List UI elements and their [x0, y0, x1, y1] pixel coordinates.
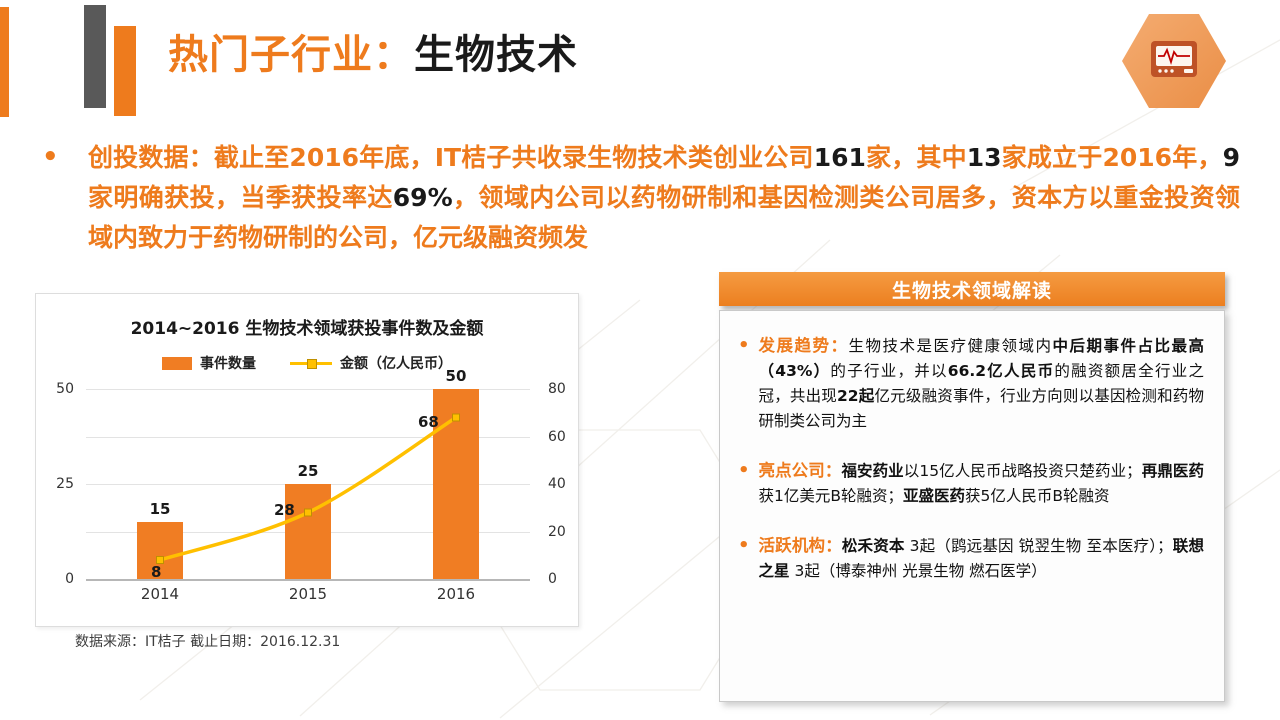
legend-item-events: 事件数量 — [162, 353, 256, 373]
chart-card: 2014~2016 生物技术领域获投事件数及金额 事件数量 金额（亿人民币） 5… — [35, 293, 579, 627]
y-right-tick: 80 — [548, 381, 566, 397]
bar-value-label: 15 — [149, 500, 171, 518]
text-run: 创投数据： — [88, 143, 214, 172]
text-run: 的融资额居全行业之冠，共出现 — [758, 362, 1204, 405]
panel-item-text: 亮点公司：福安药业以15亿人民币战略投资只楚药业；再鼎医药获1亿美元B轮融资；亚… — [759, 458, 1204, 509]
text-run: 生物技术是医疗健康领域内 — [848, 337, 1053, 355]
bullet-dot: • — [738, 460, 750, 481]
x-axis-label: 2016 — [436, 585, 476, 603]
text-run: 亚盛医药 — [903, 487, 966, 505]
text-run: 家成立于2016年， — [1001, 143, 1223, 172]
bullet-dot: • — [738, 535, 750, 556]
page-title: 热门子行业：生物技术 — [168, 22, 578, 80]
chart-legend: 事件数量 金额（亿人民币） — [36, 353, 578, 373]
ecg-monitor-icon — [1122, 14, 1226, 108]
panel-item-trend: • 发展趋势：生物技术是医疗健康领域内中后期事件占比最高（43%）的子行业，并以… — [738, 333, 1204, 434]
text-run: 联想之星 — [758, 537, 1204, 580]
line-value-label: 68 — [418, 412, 439, 431]
y-axis-left: 50 25 0 — [42, 381, 78, 587]
panel-header: 生物技术领域解读 — [719, 272, 1225, 306]
line-marker-swatch — [307, 358, 317, 369]
logo-bar-dark — [84, 5, 106, 108]
plot-area: 15 25 50 8 28 68 — [86, 367, 530, 581]
text-run: 3起（博泰神州 光景生物 燃石医学） — [789, 562, 1047, 580]
text-run: 13 — [966, 143, 1002, 172]
text-run: 161 — [813, 143, 866, 172]
bullet-dot: • — [738, 335, 750, 356]
text-run: 66.2亿人民币 — [947, 362, 1055, 380]
intro-bullet-dot: • — [42, 142, 59, 172]
line-value-label: 28 — [274, 500, 295, 519]
y-left-tick: 0 — [65, 571, 74, 587]
line-series-swatch — [290, 358, 332, 369]
y-right-tick: 20 — [548, 523, 566, 540]
title-main: 生物技术 — [414, 32, 578, 78]
intro-text: 创投数据：截止至2016年底，IT桔子共收录生物技术类创业公司161家，其中13… — [88, 138, 1240, 258]
chart-body: 50 25 0 15 25 50 — [36, 367, 578, 621]
x-axis-label: 2014 — [140, 585, 180, 603]
text-run: 亿元级融资事件，行业方向则以基因检测和药物研制类公司为主 — [758, 387, 1204, 430]
panel-header-title: 生物技术领域解读 — [891, 279, 1052, 302]
bar-value-label: 50 — [445, 367, 467, 385]
y-right-tick: 0 — [548, 571, 557, 587]
panel-item-text: 发展趋势：生物技术是医疗健康领域内中后期事件占比最高（43%）的子行业，并以66… — [759, 333, 1204, 434]
left-accent-bar — [0, 7, 9, 117]
text-run: 松禾资本 — [841, 537, 905, 555]
line-value-label: 8 — [151, 563, 162, 581]
panel-item-investors: • 活跃机构：松禾资本 3起（鹍远基因 锐翌生物 至本医疗）；联想之星 3起（博… — [738, 533, 1204, 584]
text-run: 中后期事件占比最高（43%） — [758, 337, 1204, 380]
panel-item-text: 活跃机构：松禾资本 3起（鹍远基因 锐翌生物 至本医疗）；联想之星 3起（博泰神… — [759, 533, 1204, 584]
gridline — [86, 389, 530, 390]
text-run: 以15亿人民币战略投资只楚药业； — [903, 462, 1142, 480]
text-run: 9 — [1222, 143, 1240, 172]
text-run: 获1亿美元B轮融资； — [758, 487, 904, 505]
y-left-tick: 25 — [56, 476, 74, 492]
bar-series-swatch — [162, 356, 192, 370]
gridline — [86, 436, 530, 438]
legend-item-amount: 金额（亿人民币） — [290, 353, 452, 373]
chart-source: 数据来源：IT桔子 截止日期：2016.12.31 — [75, 634, 341, 650]
text-run: 22起 — [837, 387, 875, 405]
text-run: 截止至2016年底，IT桔子共收录生物技术类创业公司 — [213, 143, 814, 172]
panel-item-companies: • 亮点公司：福安药业以15亿人民币战略投资只楚药业；再鼎医药获1亿美元B轮融资… — [738, 458, 1204, 509]
text-run: 活跃机构： — [758, 536, 842, 555]
y-right-tick: 60 — [548, 428, 566, 445]
text-run: 69% — [392, 183, 453, 212]
logo-bar-orange — [114, 26, 136, 116]
text-run: 福安药业 — [841, 462, 904, 480]
x-axis-label: 2015 — [288, 585, 328, 603]
text-run: 获5亿人民币B轮融资 — [965, 487, 1110, 505]
y-left-tick: 50 — [56, 381, 74, 397]
chart-title: 2014~2016 生物技术领域获投事件数及金额 — [130, 319, 484, 339]
bar-2014: 15 — [137, 500, 183, 579]
bar-value-label: 25 — [297, 462, 319, 480]
text-run: 3起（鹍远基因 锐翌生物 至本医疗）； — [904, 537, 1173, 555]
panel-body: • 发展趋势：生物技术是医疗健康领域内中后期事件占比最高（43%）的子行业，并以… — [719, 310, 1225, 702]
x-axis: 2014 2015 2016 — [86, 585, 530, 603]
text-run: 发展趋势： — [758, 336, 849, 355]
text-run: 家明确获投，当季获投率达 — [88, 183, 393, 212]
legend-label-amount: 金额（亿人民币） — [340, 356, 452, 372]
bar-2015: 25 — [285, 462, 331, 579]
text-run: 家，其中 — [865, 143, 967, 172]
text-run: 再鼎医药 — [1141, 462, 1204, 480]
amount-line — [156, 413, 460, 564]
text-run: 的子行业，并以 — [830, 362, 948, 380]
text-run: ，领域内公司以药物研制和基因检测类公司居多，资本方以重金投资领域内致力于药物研制… — [88, 183, 1240, 252]
legend-label-events: 事件数量 — [200, 356, 256, 372]
title-prefix: 热门子行业： — [168, 32, 414, 78]
text-run: 亮点公司： — [758, 461, 842, 480]
y-right-tick: 40 — [548, 476, 566, 492]
y-axis-right: 80 60 40 20 0 — [544, 381, 574, 587]
